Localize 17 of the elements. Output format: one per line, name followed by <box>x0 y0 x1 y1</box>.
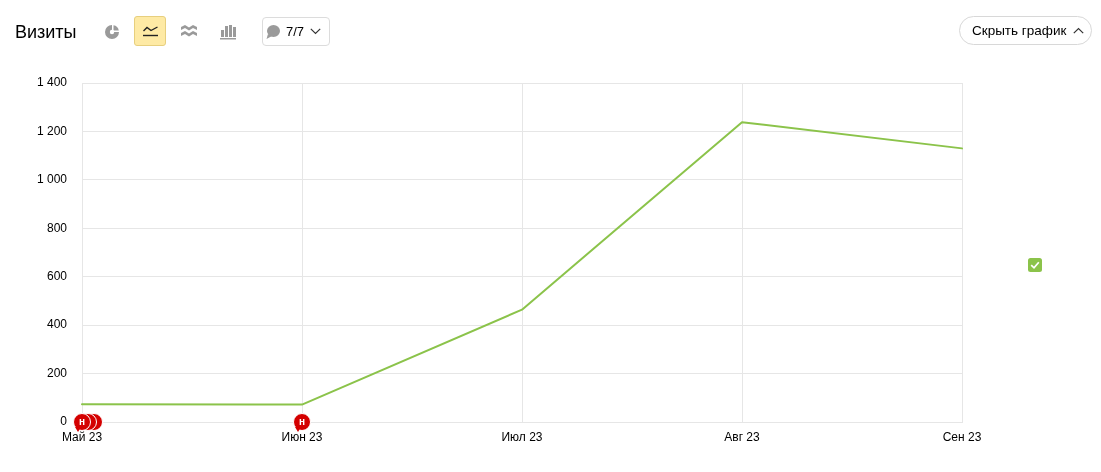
y-tick-label: 1 400 <box>36 75 68 90</box>
x-tick-label: Май 23 <box>61 429 103 444</box>
x-tick-label: Июн 23 <box>281 429 323 444</box>
y-tick-label: 800 <box>46 220 68 235</box>
x-tick-label: Июл 23 <box>501 429 543 444</box>
annotation: н <box>78 416 86 427</box>
x-tick-label: Сен 23 <box>942 429 982 444</box>
y-tick-label: 600 <box>46 269 68 284</box>
y-tick-label: 200 <box>46 365 68 380</box>
y-tick-label: 400 <box>46 317 68 332</box>
y-tick-label: 1 000 <box>36 172 68 187</box>
comments-button: 7/7 <box>262 17 330 46</box>
x-tick-label: Авг 23 <box>724 429 761 444</box>
y-tick-label: 1 200 <box>36 123 68 138</box>
y-tick-label: 0 <box>60 414 68 429</box>
chart-title: Визиты <box>15 21 77 44</box>
annotation: н <box>298 416 306 427</box>
